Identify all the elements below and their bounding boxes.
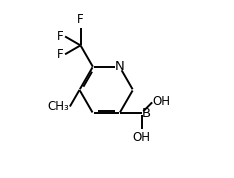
Text: OH: OH <box>153 95 171 108</box>
Text: N: N <box>115 60 124 73</box>
Text: F: F <box>56 48 63 61</box>
Text: F: F <box>57 30 64 43</box>
Text: F: F <box>77 12 84 25</box>
Text: B: B <box>142 107 151 120</box>
Text: OH: OH <box>132 131 150 144</box>
Text: CH₃: CH₃ <box>47 100 69 113</box>
